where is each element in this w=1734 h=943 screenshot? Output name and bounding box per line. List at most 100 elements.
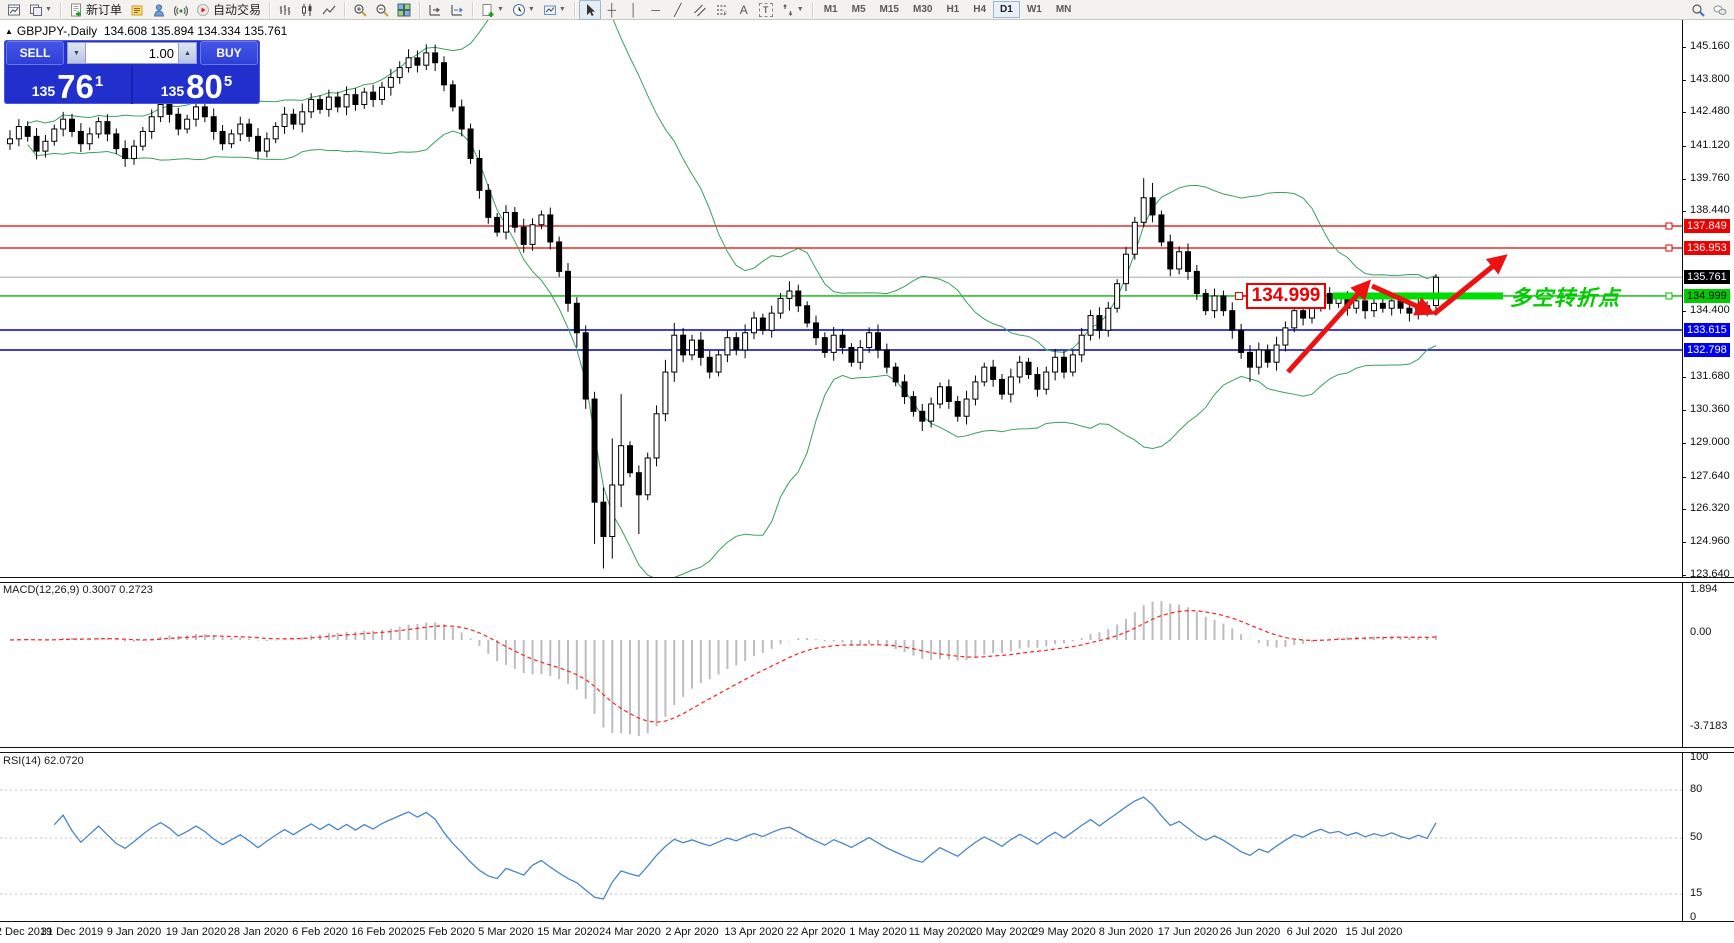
timeframe-h4-button[interactable]: H4 xyxy=(973,4,987,15)
macd-axis-label: 1.894 xyxy=(1690,583,1718,595)
price-label-134999[interactable]: 134.999 xyxy=(1246,283,1326,309)
collapse-arrow-icon[interactable]: ▲ xyxy=(5,27,13,36)
fibonacci-icon[interactable]: F xyxy=(711,0,733,20)
text-icon[interactable]: A xyxy=(739,2,748,17)
search-icon[interactable] xyxy=(1687,0,1709,20)
bollinger-lower xyxy=(27,130,1437,580)
macd-panel[interactable] xyxy=(0,582,1682,747)
thick-green-segment xyxy=(1333,292,1503,300)
timeframe-d1-button[interactable]: D1 xyxy=(993,1,1020,18)
main-chart-panel[interactable] xyxy=(0,0,1682,580)
symbol-name: GBPJPY-,Daily xyxy=(16,24,98,38)
time-axis-label: 6 Feb 2020 xyxy=(292,926,348,938)
time-axis-label: 2 Apr 2020 xyxy=(665,926,719,938)
zoom-in-icon[interactable] xyxy=(349,0,371,20)
toolbar-separator xyxy=(268,1,270,18)
price-axis-label: 130.360 xyxy=(1690,402,1730,415)
time-axis-label: 13 Apr 2020 xyxy=(724,926,784,938)
price-badge: 132.798 xyxy=(1684,343,1730,357)
toolbar: ▼ 新订单 自动交易 ▼ ▼ ▼ ┼ │ ─ ╱ F A T ▼ M1 M5 M15 M30 H1 H4 D1 W1 MN xyxy=(0,0,1734,20)
macd-axis-label: 0.00 xyxy=(1690,626,1712,638)
price-axis-label: 138.440 xyxy=(1690,204,1730,217)
sell-price-display[interactable]: 135 76 1 xyxy=(4,66,131,104)
trend-arrow xyxy=(1286,279,1372,374)
bollinger-upper xyxy=(27,0,1437,353)
line-anchor xyxy=(1665,244,1673,252)
macd-canvas[interactable] xyxy=(0,582,1682,747)
buy-price-display[interactable]: 135 80 5 xyxy=(133,66,260,104)
sell-price-sup: 1 xyxy=(94,73,104,90)
buy-button[interactable]: BUY xyxy=(200,41,258,65)
cursor-icon[interactable] xyxy=(578,0,601,20)
arrows-icon[interactable]: ▼ xyxy=(777,0,808,20)
timeframe-h1-button[interactable]: H1 xyxy=(946,4,960,15)
crosshair-icon[interactable]: ┼ xyxy=(607,2,617,17)
time-axis[interactable]: 2 Dec 2019 31 Dec 2019 9 Jan 2020 19 Jan 20… xyxy=(0,921,1734,943)
text-label-icon[interactable]: T xyxy=(755,0,777,20)
sell-button[interactable]: SELL xyxy=(6,41,64,65)
time-axis-label: 24 Mar 2020 xyxy=(599,926,661,938)
bars-mode-icon[interactable] xyxy=(274,0,296,20)
time-axis-label: 25 Feb 2020 xyxy=(413,926,475,938)
rsi-canvas[interactable] xyxy=(0,752,1682,921)
toolbar-separator xyxy=(343,1,345,18)
time-axis-label: 9 Jan 2020 xyxy=(106,926,162,938)
line-mode-icon[interactable] xyxy=(318,0,340,20)
rsi-panel[interactable] xyxy=(0,752,1682,921)
toolbar-separator xyxy=(471,1,473,18)
time-axis-label: 26 Jun 2020 xyxy=(1219,926,1281,938)
price-axis-label: 139.760 xyxy=(1690,172,1730,185)
signals-icon[interactable] xyxy=(170,0,192,20)
svg-text:F: F xyxy=(724,11,727,17)
price-label-anchor[interactable] xyxy=(1235,292,1243,300)
tile-windows-icon[interactable] xyxy=(393,0,415,20)
timeframe-m5-button[interactable]: M5 xyxy=(851,4,866,15)
trend-arrow xyxy=(1432,254,1508,316)
timeframe-w1-button[interactable]: W1 xyxy=(1026,4,1042,15)
line-anchor xyxy=(1665,292,1673,300)
zoom-out-icon[interactable] xyxy=(371,0,393,20)
time-axis-label: 2 Dec 2019 xyxy=(0,926,53,938)
trendline-icon[interactable]: ╱ xyxy=(674,2,682,17)
news-icon[interactable] xyxy=(126,0,148,20)
auto-trading-button[interactable]: 自动交易 xyxy=(192,0,265,20)
price-axis-label: 129.000 xyxy=(1690,436,1730,449)
time-axis-label: 1 May 2020 xyxy=(849,926,907,938)
channel-icon[interactable] xyxy=(689,0,711,20)
periods-icon[interactable]: ▼ xyxy=(508,0,539,20)
price-axis-label: 124.960 xyxy=(1690,535,1730,548)
volume-up-button[interactable]: ▲ xyxy=(178,42,197,64)
toolbar-separator xyxy=(59,1,61,18)
panel-splitter[interactable] xyxy=(0,747,1734,753)
one-click-trading-panel: SELL ▼ ▲ BUY 135 76 1 135 80 5 xyxy=(4,40,260,104)
main-chart-canvas[interactable] xyxy=(0,0,1682,580)
horizontal-line-icon[interactable]: ─ xyxy=(651,2,661,17)
candles-mode-icon[interactable] xyxy=(296,0,318,20)
timeframe-mn-button[interactable]: MN xyxy=(1055,4,1072,15)
volume-input[interactable] xyxy=(86,42,178,64)
macd-label: MACD(12,26,9) 0.3007 0.2723 xyxy=(3,584,153,596)
vertical-line-icon[interactable]: │ xyxy=(630,2,638,17)
price-axis-label: 123.640 xyxy=(1690,567,1730,580)
community-icon[interactable] xyxy=(148,0,170,20)
auto-scroll-icon[interactable] xyxy=(446,0,468,20)
chat-icon[interactable] xyxy=(1709,0,1731,20)
timeframe-m30-button[interactable]: M30 xyxy=(912,4,933,15)
price-axis-label: 134.400 xyxy=(1690,303,1730,316)
new-order-button[interactable]: 新订单 xyxy=(65,0,126,20)
price-axis-label: 145.160 xyxy=(1690,39,1730,52)
timeframe-m15-button[interactable]: M15 xyxy=(879,4,899,15)
add-indicator-icon[interactable]: ▼ xyxy=(477,0,508,20)
annotation-note-text[interactable]: 多空转折点 xyxy=(1510,286,1620,310)
rsi-label: RSI(14) 62.0720 xyxy=(3,755,84,767)
chart-shift-icon[interactable] xyxy=(424,0,446,20)
templates-icon[interactable]: ▼ xyxy=(539,0,570,20)
profiles-icon[interactable]: ▼ xyxy=(25,0,56,20)
panel-splitter[interactable] xyxy=(0,577,1734,583)
rsi-line xyxy=(53,796,1437,900)
rsi-axis-label: 50 xyxy=(1690,831,1703,843)
new-chart-icon[interactable] xyxy=(3,0,25,20)
timeframe-m1-button[interactable]: M1 xyxy=(823,4,838,15)
volume-down-button[interactable]: ▼ xyxy=(67,42,86,64)
price-axis[interactable]: 145.160 143.800 142.480 141.120 139.760 138.4… xyxy=(1682,20,1734,923)
